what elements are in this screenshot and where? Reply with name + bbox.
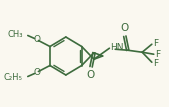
Text: O: O: [86, 70, 94, 80]
Text: F: F: [153, 39, 158, 48]
Text: C₂H₅: C₂H₅: [3, 73, 22, 82]
Text: F: F: [155, 50, 160, 59]
Text: O: O: [34, 35, 41, 44]
Text: HN: HN: [110, 43, 124, 52]
Text: O: O: [34, 68, 41, 77]
Text: F: F: [153, 59, 158, 68]
Text: CH₃: CH₃: [7, 30, 23, 39]
Text: O: O: [121, 23, 129, 33]
